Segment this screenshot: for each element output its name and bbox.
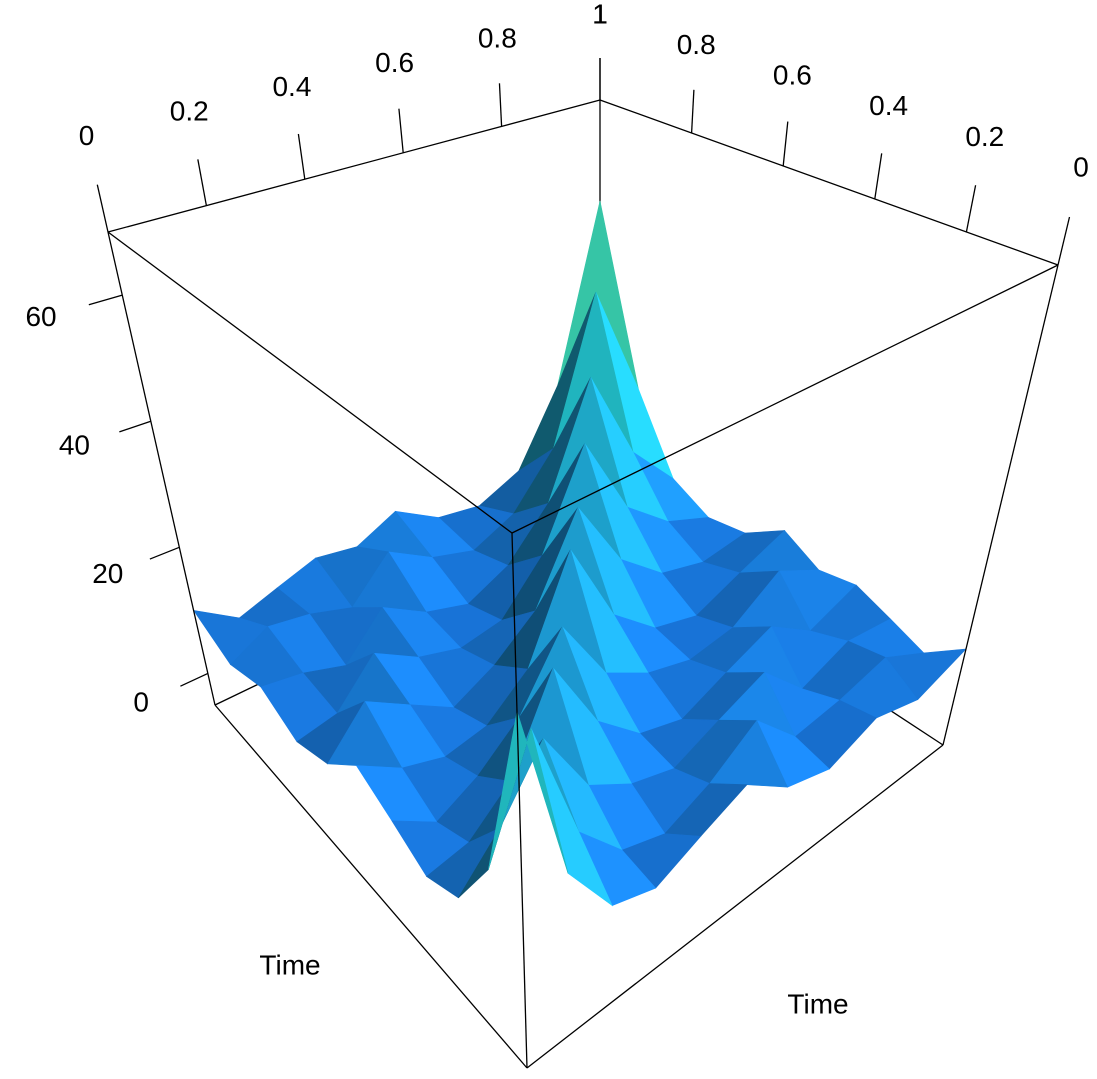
y-tick-label: 0.2 (965, 121, 1004, 152)
x-tick (297, 133, 306, 180)
box-edge (214, 704, 528, 1069)
box-edge (107, 231, 513, 534)
z-tick-label: 0 (133, 687, 149, 718)
axis-title: Time (259, 949, 320, 980)
z-tick (119, 420, 152, 433)
x-tick (197, 159, 208, 206)
y-tick (965, 185, 977, 233)
box-edge (107, 99, 601, 233)
z-tick-label: 20 (92, 558, 123, 589)
y-tick (874, 153, 883, 200)
box-edge (511, 264, 1059, 534)
y-tick-label: 0.6 (773, 60, 812, 91)
x-tick (96, 184, 109, 233)
y-tick-label: 0.4 (869, 90, 908, 121)
y-tick-label: 0.8 (677, 29, 716, 60)
z-tick-label: 60 (25, 301, 56, 332)
box-edge (526, 744, 944, 1069)
x-tick (398, 108, 404, 153)
box-edge (511, 532, 528, 1069)
y-tick (690, 89, 695, 134)
x-tick-label: 1 (592, 0, 608, 29)
box-edge (942, 264, 1059, 746)
surface-cell (488, 711, 569, 874)
y-tick-label: 1 (592, 0, 608, 29)
z-tick (88, 294, 123, 306)
y-tick (782, 121, 789, 167)
y-tick-label: 0 (1073, 151, 1089, 182)
box-edge (107, 231, 216, 706)
x-tick-label: 0.6 (375, 47, 414, 78)
x-tick-label: 0 (79, 120, 95, 151)
x-tick-label: 0.4 (272, 71, 311, 102)
x-tick-label: 0.8 (478, 23, 517, 54)
z-tick (149, 546, 180, 560)
x-tick-label: 0.2 (170, 96, 209, 127)
axis-title: Time (787, 988, 848, 1019)
y-tick (1057, 216, 1071, 266)
z-tick (180, 672, 209, 687)
z-tick-label: 40 (59, 430, 90, 461)
box-edge (599, 99, 1059, 266)
x-tick (498, 83, 503, 127)
